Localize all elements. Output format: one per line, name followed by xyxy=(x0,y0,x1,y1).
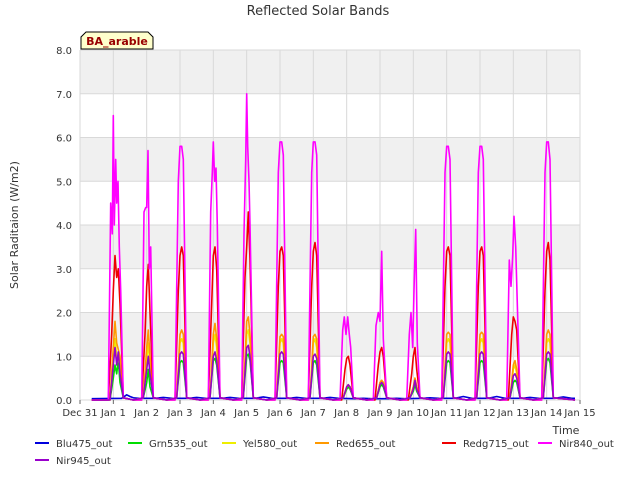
legend-label: Nir840_out xyxy=(559,439,614,450)
y-axis-label: Solar Raditaion (W/m2) xyxy=(8,161,21,289)
badge-box xyxy=(80,31,154,50)
plot-band xyxy=(80,50,580,94)
y-tick-label: 6.0 xyxy=(56,134,72,145)
x-tick-label: Jan 10 xyxy=(397,408,429,419)
x-tick-label: Jan 9 xyxy=(367,408,393,419)
legend-label: Grn535_out xyxy=(149,439,208,450)
legend-label: Redg715_out xyxy=(463,439,529,450)
x-tick-label: Jan 4 xyxy=(200,408,226,419)
legend-label: Nir945_out xyxy=(56,456,111,467)
legend-label: Red655_out xyxy=(336,439,396,450)
series-line-blu475_out xyxy=(91,393,575,400)
x-tick-label: Jan 12 xyxy=(463,408,495,419)
legend-label: Blu475_out xyxy=(56,439,113,450)
x-tick-label: Jan 14 xyxy=(530,408,562,419)
series-line-nir840_out xyxy=(91,93,576,401)
chart-title: Reflected Solar Bands xyxy=(247,4,390,19)
legend: Blu475_out Grn535_out Yel580_out Red655_out… xyxy=(35,439,614,467)
x-tick-label: Jan 13 xyxy=(497,408,529,419)
y-tick-label: 8.0 xyxy=(56,46,72,57)
series-line-nir945_out xyxy=(91,344,576,401)
plot-band xyxy=(80,312,580,357)
x-tick-label: Jan 15 xyxy=(563,408,595,419)
y-tick-label: 4.0 xyxy=(56,221,72,232)
plot-band xyxy=(80,225,580,269)
series-lines xyxy=(91,93,576,401)
y-tick-label: 1.0 xyxy=(56,352,72,363)
x-tick-label: Jan 2 xyxy=(133,408,159,419)
x-tick-label: Jan 7 xyxy=(300,408,326,419)
x-tick-label: Jan 11 xyxy=(430,408,462,419)
y-tick-label: 7.0 xyxy=(56,90,72,101)
x-axis-ticks: Dec 31 Jan 1 Jan 2 Jan 3 Jan 4 Jan 5 Jan 6 Jan … xyxy=(62,400,596,419)
legend-label: Yel580_out xyxy=(242,439,297,450)
x-tick-label: Jan 1 xyxy=(100,408,126,419)
y-tick-label: 5.0 xyxy=(56,177,72,188)
x-tick-label: Jan 6 xyxy=(267,408,293,419)
badge-label: BA_arable xyxy=(86,35,148,48)
y-tick-label: 2.0 xyxy=(56,309,72,320)
x-tick-label: Jan 5 xyxy=(233,408,259,419)
x-tick-label: Jan 3 xyxy=(167,408,193,419)
plot-band xyxy=(80,137,580,182)
y-tick-label: 3.0 xyxy=(56,265,72,276)
x-axis-label: Time xyxy=(552,424,580,437)
x-tick-label: Jan 8 xyxy=(333,408,359,419)
badge: BA_arable xyxy=(80,31,154,50)
y-tick-label: 0.0 xyxy=(56,396,72,407)
y-axis-ticks: 0.0 1.0 2.0 3.0 4.0 5.0 6.0 7.0 8.0 xyxy=(56,46,72,407)
x-tick-label: Dec 31 xyxy=(62,408,97,419)
